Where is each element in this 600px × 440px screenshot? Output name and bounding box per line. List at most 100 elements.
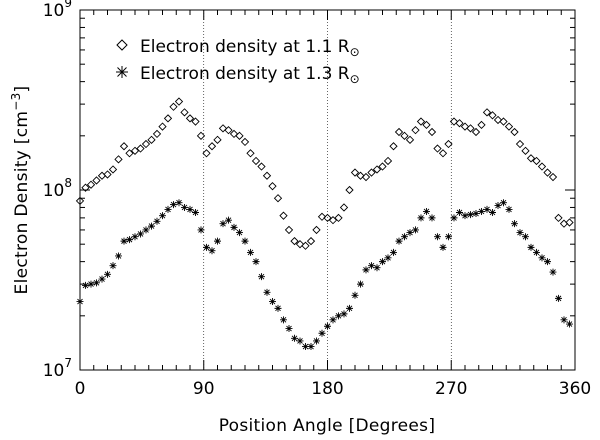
data-point-asterisk	[252, 258, 260, 266]
data-point-diamond	[306, 236, 316, 246]
data-point-asterisk	[522, 233, 529, 241]
data-point-asterisk	[483, 205, 491, 213]
data-point-diamond	[207, 142, 217, 151]
data-point-diamond	[477, 120, 486, 130]
data-point-asterisk	[368, 262, 375, 270]
data-point-asterisk	[357, 280, 364, 288]
data-point-diamond	[163, 114, 173, 123]
y-axis-title-tail: ]	[12, 86, 32, 93]
series-1-points	[75, 97, 574, 250]
data-point-diamond	[86, 180, 96, 189]
y-axis-title-main: Electron Density [cm	[12, 111, 32, 295]
data-point-diamond	[174, 97, 184, 106]
data-point-asterisk	[500, 199, 507, 207]
data-point-diamond	[532, 156, 541, 166]
y-tick-label: 107	[43, 356, 72, 381]
data-point-asterisk	[98, 275, 106, 283]
data-point-diamond	[213, 135, 222, 144]
legend-label-series-2-text: Electron density at 1.3 R	[140, 64, 350, 84]
data-point-diamond	[130, 146, 140, 155]
legend: Electron density at 1.1 R⊙ Electron dens…	[116, 37, 360, 86]
data-point-diamond	[218, 124, 228, 133]
data-point-asterisk	[236, 229, 243, 237]
data-point-asterisk	[131, 233, 139, 241]
data-point-asterisk	[126, 236, 133, 244]
data-point-asterisk	[516, 229, 524, 237]
data-point-diamond	[438, 149, 448, 158]
data-point-diamond	[328, 216, 338, 225]
data-point-asterisk	[329, 316, 337, 324]
data-point-diamond	[169, 102, 178, 111]
data-point-asterisk	[461, 212, 469, 220]
data-point-asterisk	[533, 248, 540, 256]
data-point-diamond	[262, 171, 272, 180]
data-point-asterisk	[159, 212, 166, 220]
data-point-asterisk	[280, 316, 287, 324]
data-point-asterisk	[104, 270, 111, 278]
data-point-diamond	[444, 139, 453, 149]
data-point-asterisk	[109, 262, 117, 270]
legend-label-series-2-sub: ⊙	[350, 72, 360, 86]
data-point-asterisk	[115, 252, 122, 260]
data-point-asterisk	[340, 310, 348, 318]
data-point-diamond	[202, 149, 211, 158]
data-point-asterisk	[406, 229, 414, 237]
data-point-diamond	[455, 119, 464, 128]
data-point-diamond	[367, 168, 376, 177]
data-point-asterisk	[351, 291, 359, 299]
data-point-asterisk	[450, 214, 458, 222]
x-tick-label: 180	[311, 379, 343, 399]
data-point-diamond	[92, 176, 101, 185]
data-point-diamond	[147, 135, 156, 144]
legend-marker-diamond	[116, 39, 128, 51]
data-point-diamond	[405, 135, 415, 144]
data-point-diamond	[449, 117, 459, 126]
data-point-diamond	[548, 172, 558, 182]
data-point-diamond	[537, 162, 547, 171]
data-point-diamond	[268, 182, 277, 191]
data-point-diamond	[345, 185, 354, 195]
data-point-asterisk	[197, 226, 205, 234]
data-point-diamond	[103, 170, 112, 179]
x-axis-title: Position Angle [Degrees]	[219, 416, 436, 436]
data-point-asterisk	[434, 233, 441, 241]
data-point-asterisk	[373, 264, 381, 272]
legend-label-series-2: Electron density at 1.3 R⊙	[140, 64, 360, 86]
data-point-diamond	[515, 139, 525, 149]
data-point-asterisk	[82, 281, 89, 289]
data-point-asterisk	[170, 201, 177, 209]
data-point-diamond	[411, 126, 420, 135]
data-point-diamond	[383, 156, 393, 166]
data-point-asterisk	[549, 268, 557, 276]
data-point-diamond	[246, 149, 255, 158]
data-point-asterisk	[478, 207, 485, 215]
data-point-diamond	[466, 124, 475, 133]
data-point-diamond	[158, 122, 167, 131]
data-point-asterisk	[423, 207, 430, 215]
data-point-asterisk	[181, 203, 188, 211]
data-point-diamond	[361, 172, 371, 182]
x-axis-ticks: 0 90 180 270 360	[75, 10, 591, 399]
data-point-asterisk	[175, 199, 183, 207]
data-point-asterisk	[247, 248, 254, 256]
legend-label-series-1-sub: ⊙	[350, 45, 360, 59]
data-point-diamond	[559, 219, 569, 228]
data-point-diamond	[295, 240, 305, 249]
data-point-diamond	[323, 213, 332, 223]
data-point-asterisk	[230, 223, 238, 231]
data-point-asterisk	[318, 329, 326, 337]
data-point-asterisk	[401, 233, 408, 241]
vertical-reference-lines	[203, 10, 452, 370]
data-point-asterisk	[186, 205, 194, 213]
data-point-diamond	[301, 241, 310, 250]
data-point-diamond	[378, 162, 387, 171]
data-point-asterisk	[120, 237, 128, 245]
data-point-asterisk	[439, 243, 447, 251]
data-point-asterisk	[346, 304, 353, 312]
x-tick-label: 360	[559, 379, 591, 399]
data-point-diamond	[504, 122, 514, 131]
data-point-diamond	[235, 131, 244, 140]
data-point-diamond	[471, 127, 481, 137]
legend-label-series-1-text: Electron density at 1.1 R	[140, 37, 350, 57]
data-point-diamond	[350, 168, 360, 177]
